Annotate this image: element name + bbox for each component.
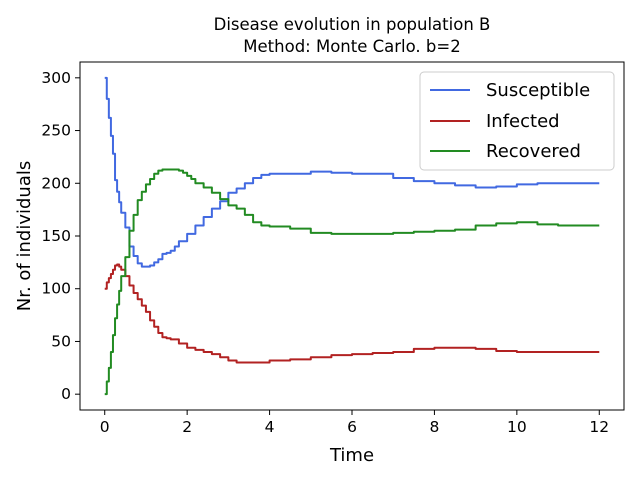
plot-area: 0 2 4 6 8 10 12 0 50 100 150 200 250 300	[41, 61, 625, 436]
x-tick-label: 12	[589, 418, 609, 436]
y-axis-label: Nr. of individuals	[14, 161, 35, 311]
x-tick-label: 2	[182, 418, 192, 436]
x-tick-label: 6	[347, 418, 357, 436]
chart-title: Disease evolution in population B	[214, 15, 491, 34]
legend-label-susceptible: Susceptible	[486, 80, 590, 101]
x-tick-label: 4	[265, 418, 275, 436]
series-line-infected	[104, 263, 600, 364]
legend: Susceptible Infected Recovered	[419, 71, 615, 171]
x-tick-label: 0	[100, 418, 110, 436]
y-tick-label: 300	[41, 69, 71, 87]
chart-subtitle: Method: Monte Carlo. b=2	[243, 37, 460, 56]
y-tick-label: 150	[41, 227, 71, 245]
y-tick-label: 50	[51, 332, 71, 350]
legend-label-infected: Infected	[486, 111, 560, 132]
legend-label-recovered: Recovered	[486, 141, 581, 162]
legend-frame	[419, 71, 615, 171]
y-tick-label: 0	[61, 385, 71, 403]
x-axis-label: Time	[329, 445, 374, 466]
x-tick-label: 10	[507, 418, 527, 436]
series-line-recovered	[104, 168, 600, 396]
y-tick-label: 100	[41, 280, 71, 298]
x-tick-label: 8	[429, 418, 439, 436]
y-tick-label: 200	[41, 174, 71, 192]
y-tick-label: 250	[41, 122, 71, 140]
series-line-susceptible	[104, 76, 600, 268]
